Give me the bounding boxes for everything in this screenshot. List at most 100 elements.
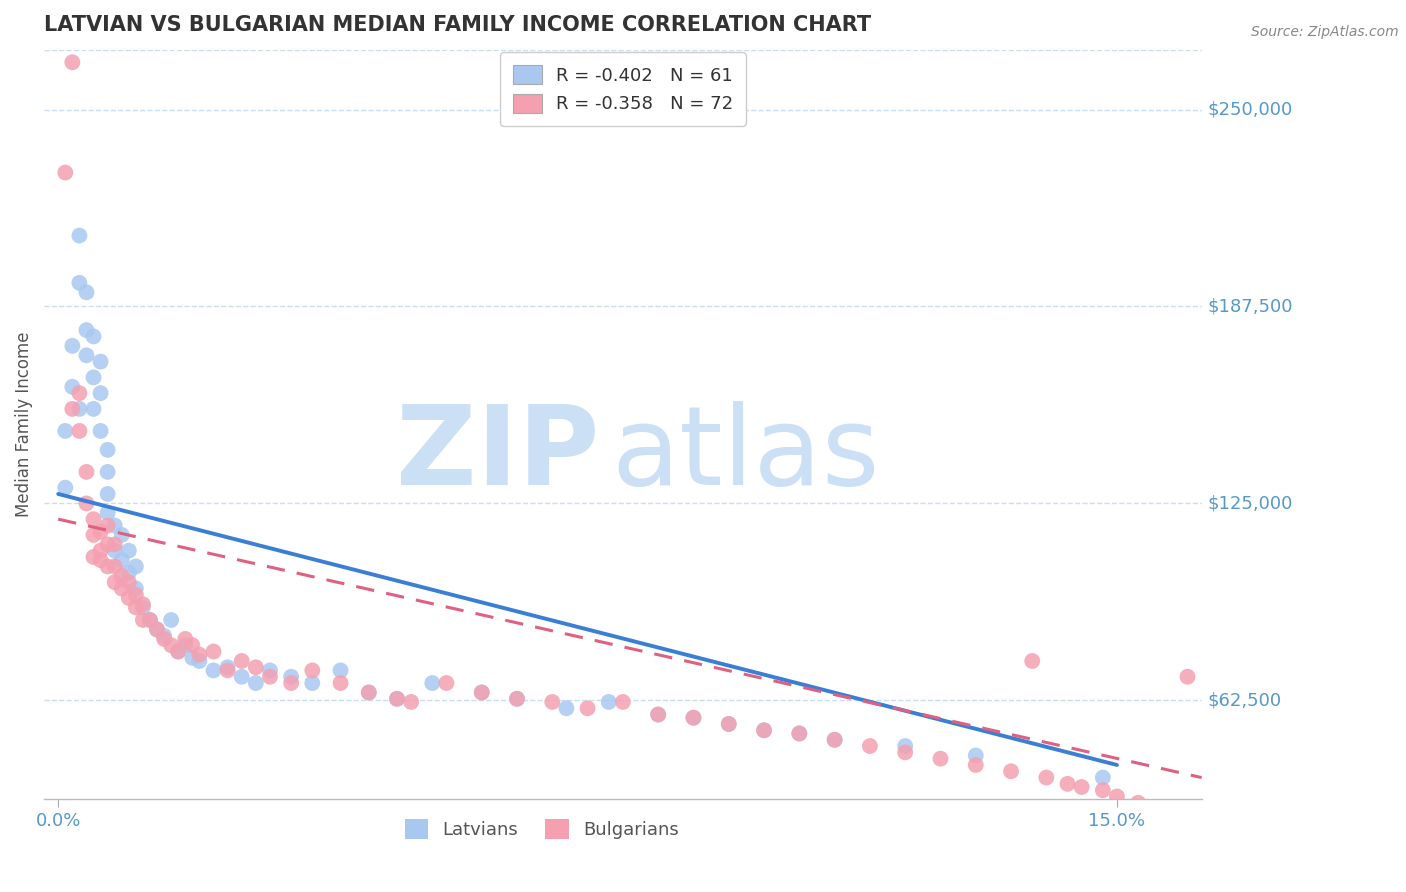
Point <box>125 582 148 596</box>
Point <box>67 424 90 438</box>
Point <box>60 339 83 353</box>
Point <box>506 691 529 706</box>
Point <box>752 723 775 738</box>
Point <box>118 566 141 580</box>
Point <box>53 165 76 179</box>
Point <box>153 632 176 646</box>
Point <box>202 644 225 658</box>
Text: $250,000: $250,000 <box>1208 101 1292 119</box>
Point <box>132 613 155 627</box>
Point <box>139 613 162 627</box>
Point <box>647 707 669 722</box>
Point <box>217 660 239 674</box>
Point <box>301 664 323 678</box>
Point <box>859 739 882 753</box>
Point <box>174 632 197 646</box>
Point <box>160 638 183 652</box>
Point <box>357 685 380 699</box>
Point <box>259 670 281 684</box>
Point <box>104 559 127 574</box>
Point <box>83 401 105 416</box>
Point <box>245 660 267 674</box>
Text: ZIP: ZIP <box>396 401 600 508</box>
Point <box>385 691 408 706</box>
Point <box>90 424 112 438</box>
Point <box>83 528 105 542</box>
Point <box>90 553 112 567</box>
Point <box>280 670 302 684</box>
Point <box>60 401 83 416</box>
Point <box>83 329 105 343</box>
Point <box>181 638 204 652</box>
Point <box>399 695 422 709</box>
Point <box>202 664 225 678</box>
Text: $62,500: $62,500 <box>1208 691 1281 709</box>
Point <box>188 648 211 662</box>
Text: $125,000: $125,000 <box>1208 494 1292 512</box>
Point <box>90 524 112 539</box>
Point <box>97 518 120 533</box>
Point <box>965 748 987 763</box>
Point <box>67 386 90 401</box>
Point <box>576 701 599 715</box>
Point <box>541 695 564 709</box>
Point <box>167 644 190 658</box>
Point <box>717 717 740 731</box>
Point <box>104 543 127 558</box>
Point <box>965 758 987 772</box>
Point <box>188 654 211 668</box>
Point <box>167 644 190 658</box>
Point <box>125 600 148 615</box>
Point <box>118 575 141 590</box>
Point <box>90 386 112 401</box>
Point <box>329 676 352 690</box>
Point <box>111 528 134 542</box>
Point <box>146 623 169 637</box>
Point <box>181 650 204 665</box>
Point <box>111 582 134 596</box>
Point <box>75 465 97 479</box>
Point <box>132 600 155 615</box>
Point <box>53 424 76 438</box>
Point <box>647 707 669 722</box>
Point <box>75 348 97 362</box>
Point <box>97 487 120 501</box>
Text: LATVIAN VS BULGARIAN MEDIAN FAMILY INCOME CORRELATION CHART: LATVIAN VS BULGARIAN MEDIAN FAMILY INCOM… <box>44 15 872 35</box>
Point <box>245 676 267 690</box>
Point <box>506 691 529 706</box>
Point <box>217 664 239 678</box>
Point <box>1177 670 1199 684</box>
Point <box>1105 789 1128 804</box>
Point <box>1091 771 1114 785</box>
Point <box>104 537 127 551</box>
Point <box>301 676 323 690</box>
Point <box>357 685 380 699</box>
Point <box>231 654 253 668</box>
Point <box>612 695 634 709</box>
Point <box>1126 796 1149 810</box>
Point <box>67 401 90 416</box>
Point <box>146 623 169 637</box>
Point <box>104 518 127 533</box>
Point <box>90 543 112 558</box>
Point <box>1021 654 1043 668</box>
Point <box>83 549 105 564</box>
Point <box>555 701 578 715</box>
Legend: Latvians, Bulgarians: Latvians, Bulgarians <box>398 812 686 846</box>
Point <box>471 685 494 699</box>
Point <box>160 613 183 627</box>
Point <box>75 285 97 300</box>
Point <box>471 685 494 699</box>
Point <box>97 559 120 574</box>
Point <box>83 370 105 384</box>
Point <box>67 228 90 243</box>
Text: atlas: atlas <box>612 401 880 508</box>
Point <box>894 739 917 753</box>
Point <box>111 569 134 583</box>
Point <box>682 711 704 725</box>
Point <box>60 55 83 70</box>
Point <box>1000 764 1022 779</box>
Point <box>789 726 811 740</box>
Point <box>894 745 917 759</box>
Point <box>97 506 120 520</box>
